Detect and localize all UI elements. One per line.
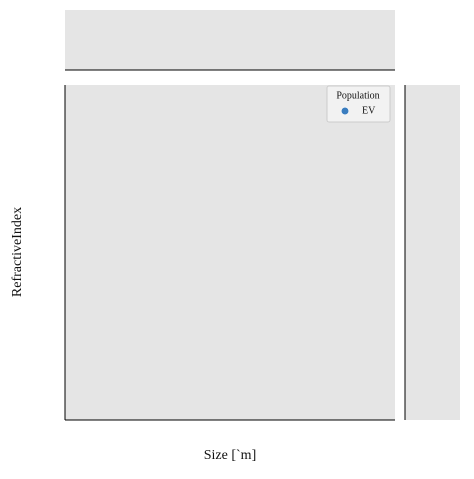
legend-marker [340, 106, 350, 116]
y-axis-label: RefractiveIndex [10, 207, 25, 297]
right-marginal-bg [405, 85, 460, 420]
legend-label: EV [362, 105, 376, 116]
main-plot-bg [65, 85, 395, 420]
legend: Population EV [326, 85, 391, 123]
legend-title: Population [336, 90, 379, 101]
top-marginal-bg [65, 10, 395, 70]
x-axis-label: Size [`m] [204, 448, 256, 463]
